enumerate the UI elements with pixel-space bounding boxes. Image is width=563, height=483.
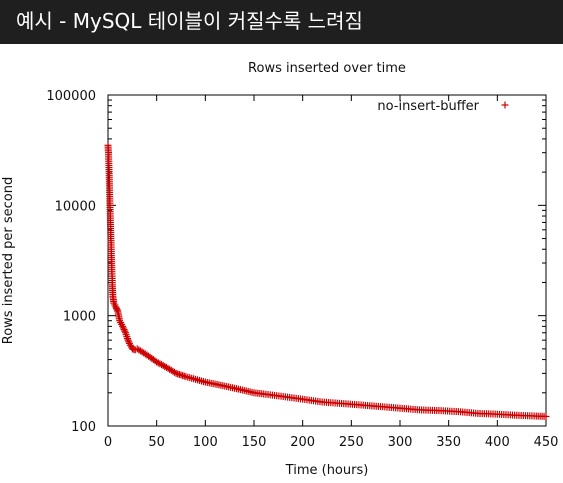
x-tick-label: 150: [242, 435, 267, 450]
chart-axes: [107, 94, 547, 427]
data-point: [171, 368, 179, 376]
y-axis-label: Rows inserted per second: [1, 177, 16, 344]
data-point: [119, 324, 127, 332]
x-tick-label: 50: [148, 435, 165, 450]
y-tick-label: 10000: [55, 199, 96, 214]
data-point: [121, 327, 129, 335]
data-point: [113, 306, 121, 314]
data-point: [153, 358, 161, 366]
data-point: [542, 412, 550, 420]
chart: 0 50 100 150 200 250 300 350 400 450 100 1000 10000 1…: [1, 61, 558, 478]
plot-frame: [107, 94, 547, 427]
x-axis-label: Time (hours): [285, 463, 369, 478]
y-tick-label: 100000: [46, 89, 96, 104]
x-tick-label: 350: [436, 435, 461, 450]
y-tick-label: 100: [71, 420, 96, 435]
header-banner: 예시 - MySQL 테이블이 커질수록 느려짐: [0, 0, 563, 44]
x-tick-label: 400: [485, 435, 510, 450]
legend-marker: [501, 101, 509, 109]
header-title: 예시 - MySQL 테이블이 커질수록 느려짐: [16, 9, 363, 33]
legend-label: no-insert-buffer: [377, 99, 479, 114]
y-tick-label: 1000: [63, 310, 96, 325]
x-tick-label: 300: [388, 435, 413, 450]
x-tick-label: 200: [290, 435, 315, 450]
legend-marker-plus: [501, 101, 509, 109]
x-tick-label: 0: [104, 435, 112, 450]
x-tick-label: 250: [339, 435, 364, 450]
data-point: [154, 359, 162, 367]
x-tick-label: 450: [534, 435, 559, 450]
data-point: [125, 338, 133, 346]
chart-ticks: 0 50 100 150 200 250 300 350 400 450 100 1000 10000 1…: [46, 89, 558, 450]
chart-title: Rows inserted over time: [248, 61, 406, 76]
x-tick-label: 100: [193, 435, 218, 450]
data-point: [119, 322, 127, 330]
data-point: [120, 326, 128, 334]
data-point: [123, 335, 131, 343]
data-point: [124, 336, 132, 344]
chart-points: [104, 141, 550, 420]
